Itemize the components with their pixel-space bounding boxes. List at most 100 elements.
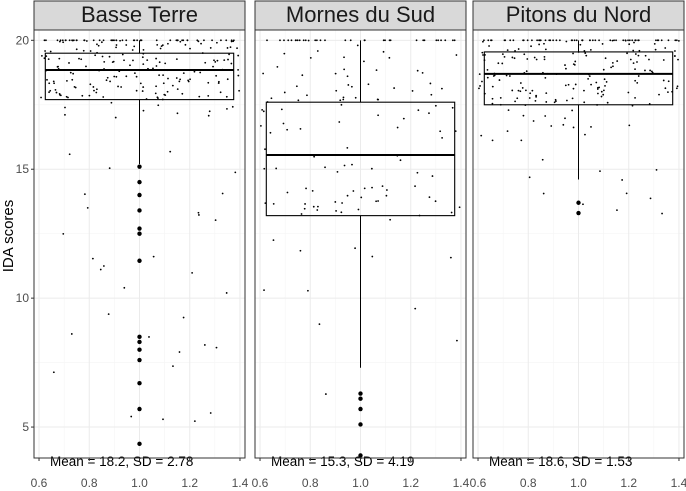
jitter-point <box>661 212 663 215</box>
facet-title: Pitons du Nord <box>506 2 652 27</box>
jitter-point <box>384 39 386 42</box>
facet-strip <box>33 0 246 31</box>
jitter-point <box>416 69 419 72</box>
jitter-point <box>493 74 496 77</box>
jitter-point <box>488 45 490 47</box>
jitter-point <box>377 114 380 117</box>
x-tick-label: 1.0 <box>352 476 369 490</box>
jitter-point <box>57 65 59 68</box>
jitter-point <box>142 63 145 66</box>
x-tick-label: 1.0 <box>131 476 148 490</box>
facet-title: Mornes du Sud <box>286 2 435 27</box>
jitter-point <box>343 164 346 167</box>
jitter-point <box>107 313 110 315</box>
jitter-point <box>132 39 135 42</box>
jitter-point <box>115 46 117 49</box>
x-tick-label: 1.2 <box>181 476 198 490</box>
jitter-point <box>389 218 392 221</box>
jitter-point <box>225 95 228 98</box>
jitter-point <box>346 146 349 149</box>
jitter-point <box>225 292 228 294</box>
jitter-point <box>346 194 349 197</box>
jitter-point <box>46 78 48 81</box>
jitter-point <box>72 72 75 75</box>
jitter-point <box>70 333 73 335</box>
jitter-point <box>386 189 388 191</box>
jitter-point <box>506 130 509 133</box>
jitter-point <box>481 51 484 54</box>
jitter-point <box>181 92 184 95</box>
jitter-point <box>110 101 113 104</box>
jitter-point <box>157 97 159 100</box>
jitter-point <box>263 167 266 170</box>
jitter-point <box>599 170 601 173</box>
jitter-point <box>356 44 359 47</box>
jitter-point <box>58 57 61 60</box>
jitter-point <box>584 52 587 55</box>
jitter-point <box>634 68 636 71</box>
jitter-point <box>232 40 235 43</box>
jitter-point <box>142 86 145 88</box>
jitter-point <box>628 124 631 127</box>
jitter-point <box>571 109 574 112</box>
jitter-point <box>193 70 196 73</box>
jitter-point <box>416 171 419 174</box>
jitter-point <box>644 54 647 57</box>
jitter-point <box>230 62 233 65</box>
jitter-point <box>176 39 179 42</box>
jitter-point <box>279 39 281 42</box>
jitter-point <box>203 39 205 42</box>
jitter-point <box>570 39 573 42</box>
jitter-point <box>102 39 105 42</box>
jitter-point <box>431 175 434 177</box>
jitter-point <box>573 39 576 42</box>
outlier-point <box>137 347 142 352</box>
jitter-point <box>131 49 134 51</box>
jitter-point <box>634 79 637 82</box>
jitter-point <box>44 50 46 52</box>
jitter-point <box>375 69 378 72</box>
jitter-point <box>520 139 523 142</box>
jitter-point <box>422 39 425 42</box>
jitter-point <box>68 62 70 64</box>
jitter-point <box>139 82 142 85</box>
outlier-point <box>137 357 142 363</box>
jitter-point <box>579 43 582 46</box>
x-tick-label: 0.6 <box>31 476 48 490</box>
outlier-point <box>137 406 142 412</box>
jitter-point <box>388 56 391 59</box>
jitter-point <box>603 78 606 81</box>
jitter-point <box>506 49 509 52</box>
jitter-point <box>121 53 124 56</box>
jitter-point <box>197 211 200 214</box>
jitter-point <box>282 122 285 125</box>
jitter-point <box>53 82 55 85</box>
panel-0: Basse Terre Mean = 18.2, SD = 2.780.6 0.8 1… <box>16 0 249 490</box>
jitter-point <box>491 85 494 88</box>
jitter-point <box>226 47 229 49</box>
jitter-point <box>636 81 639 84</box>
outlier-point <box>576 200 581 205</box>
jitter-point <box>456 339 458 342</box>
jitter-point <box>344 39 347 42</box>
jitter-point <box>74 86 77 89</box>
jitter-point <box>306 94 308 97</box>
jitter-point <box>317 205 319 208</box>
jitter-point <box>220 39 222 42</box>
jitter-point <box>172 365 174 368</box>
jitter-point <box>550 125 553 127</box>
jitter-point <box>209 412 212 414</box>
jitter-point <box>525 89 527 92</box>
jitter-point <box>535 58 538 61</box>
summary-annotation: Mean = 18.2, SD = 2.78 <box>50 454 193 469</box>
jitter-point <box>385 194 388 197</box>
jitter-point <box>582 203 584 206</box>
jitter-point <box>295 85 298 88</box>
jitter-point <box>45 39 47 42</box>
jitter-point <box>626 52 628 55</box>
jitter-point <box>631 39 634 42</box>
jitter-point <box>160 45 163 48</box>
jitter-point <box>123 59 125 62</box>
jitter-point <box>108 167 111 170</box>
jitter-point <box>130 415 133 418</box>
